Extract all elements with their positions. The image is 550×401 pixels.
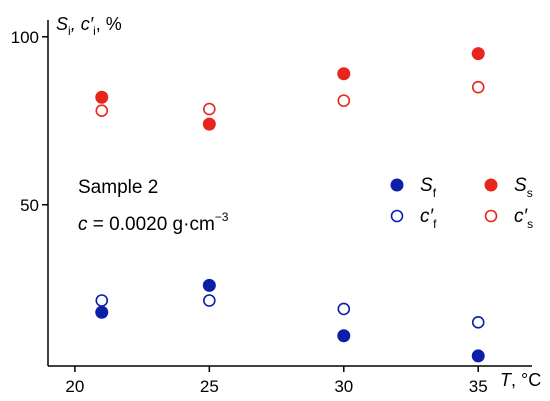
point-cp-s — [471, 80, 485, 94]
point-cp-f — [203, 294, 216, 307]
legend-label-s-f: Sf — [420, 175, 437, 200]
point-s-f — [471, 349, 485, 363]
legend-marker-s-s — [484, 178, 498, 192]
x-tick-label: 30 — [334, 377, 353, 396]
point-cp-f — [95, 294, 109, 307]
point-s-f — [95, 305, 109, 319]
point-s-f — [337, 329, 351, 343]
point-cp-s — [337, 94, 351, 107]
y-tick-label: 100 — [11, 28, 39, 47]
legend-marker-cp-s — [484, 209, 498, 223]
point-s-f — [202, 278, 216, 292]
point-cp-s — [203, 102, 216, 116]
legend-label-cp-s: c′s — [514, 206, 533, 231]
point-s-s — [337, 67, 351, 81]
legend-label-s-s: Ss — [514, 175, 533, 200]
annotation-concentration: c = 0.0020 g·cm−3 — [78, 210, 229, 235]
legend-marker-s-f — [390, 178, 404, 192]
point-s-s — [202, 117, 216, 131]
legend-label-cp-f: c′f — [420, 206, 437, 231]
point-cp-s — [95, 104, 109, 117]
point-s-s — [95, 90, 109, 104]
y-axis-title: Si, c′i, % — [56, 14, 122, 38]
point-cp-f — [337, 302, 351, 316]
legend-marker-cp-f — [390, 209, 404, 223]
x-tick-label: 25 — [200, 377, 219, 396]
point-cp-f — [471, 316, 485, 329]
x-axis-title: T, °C — [500, 370, 541, 390]
x-tick-label: 20 — [65, 377, 84, 396]
annotation-sample: Sample 2 — [78, 177, 158, 198]
y-tick-label: 50 — [20, 196, 39, 215]
point-s-s — [471, 47, 485, 61]
x-tick-label: 35 — [469, 377, 488, 396]
